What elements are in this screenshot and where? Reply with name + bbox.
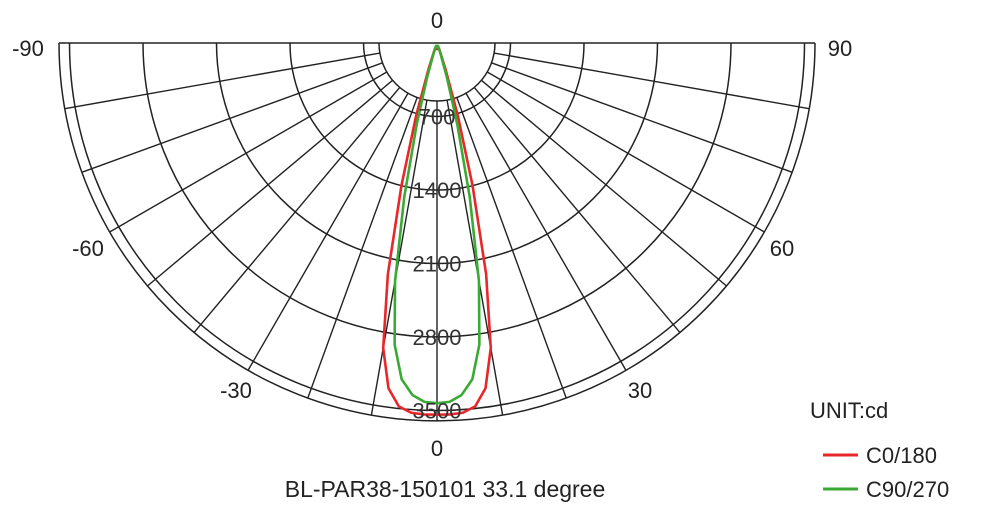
grid-spoke — [486, 71, 765, 233]
grid-spoke — [146, 79, 394, 287]
grid-spoke — [193, 86, 401, 334]
angle-label-top: 0 — [431, 8, 443, 33]
radial-tick-label: 3500 — [413, 399, 462, 424]
series-curve-c0-180 — [381, 47, 493, 416]
radial-tick-label: 2800 — [413, 325, 462, 350]
radial-tick-labels: 700 1400 2100 2800 3500 — [413, 105, 462, 424]
grid-spoke — [247, 92, 409, 371]
chart-caption: BL-PAR38-150101 33.1 degree — [285, 476, 606, 502]
angle-label-right-end: 90 — [828, 36, 852, 61]
polar-grid — [58, 42, 816, 422]
legend-entry-c0-180: C0/180 — [866, 443, 937, 468]
grid-spoke — [109, 71, 388, 233]
grid-spoke — [465, 92, 627, 371]
radial-tick-label: 2100 — [413, 252, 462, 277]
grid-spoke — [473, 86, 681, 334]
radial-tick-label: 700 — [419, 105, 456, 130]
grid-spoke — [64, 52, 381, 110]
radial-tick-label: 1400 — [413, 178, 462, 203]
legend: UNIT:cd C0/180 C90/270 — [810, 398, 949, 502]
angle-label-right-30: 30 — [628, 378, 652, 403]
grid-spoke — [491, 62, 793, 173]
grid-spoke — [370, 99, 428, 416]
angle-label-right-60: 60 — [770, 236, 794, 261]
grid-spoke — [81, 62, 383, 173]
legend-entry-c90-270: C90/270 — [866, 477, 949, 502]
angle-label-left-60: -60 — [72, 236, 104, 261]
grid-ring — [378, 42, 496, 102]
angle-label-bottom: 0 — [431, 436, 443, 461]
intensity-curves — [381, 44, 493, 416]
angle-label-left-end: -90 — [12, 36, 44, 61]
grid-spoke — [456, 97, 567, 399]
grid-spoke — [493, 52, 810, 110]
grid-spoke — [480, 79, 728, 287]
series-curve-c90-270 — [393, 44, 481, 405]
grid-spoke — [446, 99, 504, 416]
legend-unit-label: UNIT:cd — [810, 398, 888, 423]
grid-spoke — [307, 97, 418, 399]
angle-label-left-30: -30 — [220, 378, 252, 403]
